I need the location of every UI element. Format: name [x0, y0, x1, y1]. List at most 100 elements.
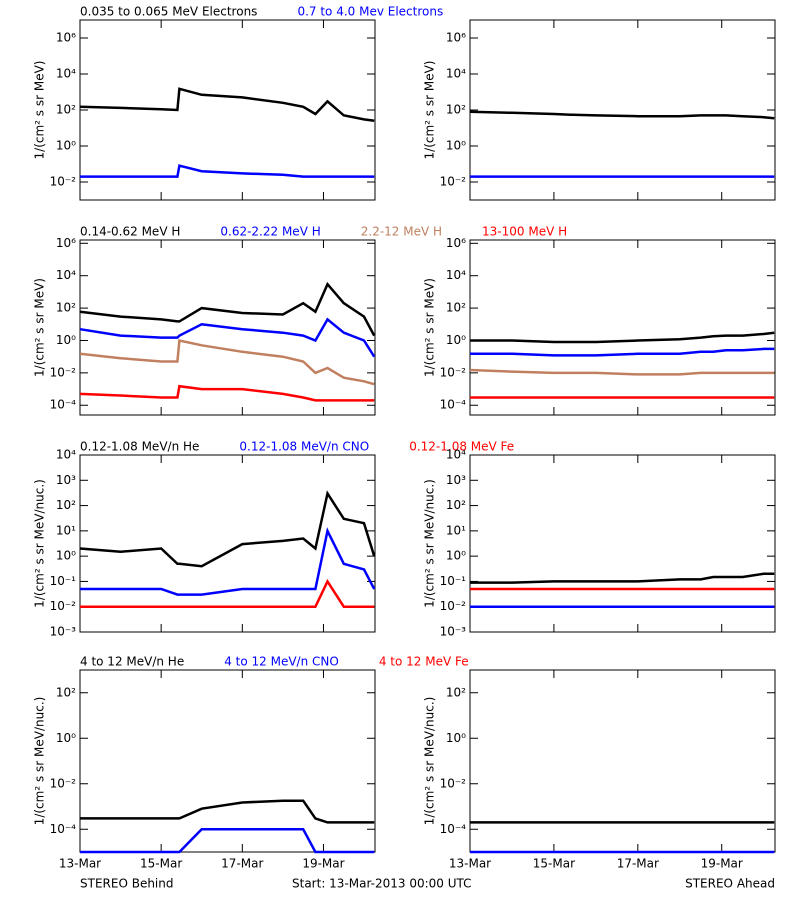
y-tick-label: 10⁰: [446, 731, 466, 745]
legend-label: 4 to 12 MeV Fe: [379, 655, 469, 669]
y-axis-label: 1/(cm² s sr MeV/nuc.): [423, 697, 437, 826]
y-axis-label: 1/(cm² s sr MeV): [423, 61, 437, 160]
series-line: [80, 828, 375, 854]
y-axis-label: 1/(cm² s sr MeV/nuc.): [33, 479, 47, 608]
legend-label: 4 to 12 MeV/n CNO: [224, 655, 339, 669]
series-line: [469, 110, 775, 120]
y-tick-label: 10³: [56, 473, 76, 487]
y-tick-label: 10⁴: [56, 268, 76, 282]
series-line: [470, 331, 775, 344]
y-tick-label: 10¹: [446, 523, 466, 537]
series-line: [79, 384, 375, 402]
y-tick-label: 10⁰: [56, 731, 76, 745]
y-tick-label: 10⁻¹: [440, 574, 467, 588]
y-tick-label: 10⁴: [446, 268, 466, 282]
x-tick-label: 19-Mar: [302, 857, 344, 871]
y-axis-label: 1/(cm² s sr MeV): [33, 61, 47, 160]
y-tick-label: 10⁴: [446, 67, 466, 81]
plot-frame: [469, 454, 776, 633]
y-tick-label: 10⁰: [446, 333, 466, 347]
legend-label: 0.035 to 0.065 MeV Electrons: [80, 5, 257, 19]
legend-label: 0.12-1.08 MeV Fe: [409, 440, 514, 454]
y-axis-label: 1/(cm² s sr MeV/nuc.): [423, 479, 437, 608]
y-tick-label: 10⁻³: [50, 625, 77, 639]
x-tick-label: 15-Mar: [140, 857, 182, 871]
y-tick-label: 10⁻¹: [50, 574, 77, 588]
y-tick-label: 10⁶: [56, 31, 76, 45]
plot-frame: [79, 239, 376, 416]
footer-right: STEREO Ahead: [685, 877, 775, 891]
y-tick-label: 10⁶: [446, 31, 466, 45]
y-tick-label: 10⁴: [56, 67, 76, 81]
y-tick-label: 10⁻²: [50, 776, 77, 790]
series-line: [79, 317, 376, 358]
y-tick-label: 10⁶: [446, 236, 466, 250]
legend-label: 0.62-2.22 MeV H: [220, 225, 320, 239]
y-tick-label: 10⁻⁴: [440, 398, 467, 412]
y-tick-label: 10⁻⁴: [440, 822, 467, 836]
legend-label: 0.7 to 4.0 Mev Electrons: [297, 5, 443, 19]
y-tick-label: 10⁻²: [440, 599, 467, 613]
x-tick-label: 19-Mar: [701, 857, 743, 871]
y-tick-label: 10²: [56, 103, 76, 117]
y-tick-label: 10⁻²: [50, 365, 77, 379]
y-tick-label: 10⁻²: [50, 175, 77, 189]
y-tick-label: 10³: [446, 473, 466, 487]
plot-frame: [469, 239, 776, 416]
y-tick-label: 10⁻²: [440, 175, 467, 189]
legend-label: 0.12-1.08 MeV/n CNO: [239, 440, 369, 454]
y-tick-label: 10⁻⁴: [50, 398, 77, 412]
legend-label: 13-100 MeV H: [482, 225, 567, 239]
y-tick-label: 10⁰: [56, 549, 76, 563]
y-axis-label: 1/(cm² s sr MeV/nuc.): [33, 697, 47, 826]
y-tick-label: 10⁴: [56, 448, 76, 462]
y-tick-label: 10²: [56, 685, 76, 699]
y-tick-label: 10²: [446, 685, 466, 699]
y-tick-label: 10¹: [56, 523, 76, 537]
y-tick-label: 10⁴: [446, 448, 466, 462]
plot-frame: [79, 669, 376, 853]
y-tick-label: 10⁰: [446, 139, 466, 153]
series-line: [80, 164, 375, 178]
y-tick-label: 10⁻⁴: [50, 822, 77, 836]
plot-frame: [469, 19, 776, 201]
legend-label: 0.12-1.08 MeV/n He: [80, 440, 199, 454]
y-tick-label: 10⁰: [446, 549, 466, 563]
y-tick-label: 10²: [446, 103, 466, 117]
series-line: [79, 338, 375, 386]
legend-label: 2.2-12 MeV H: [361, 225, 442, 239]
legend-label: 4 to 12 MeV/n He: [80, 655, 184, 669]
series-line: [470, 572, 775, 584]
x-tick-label: 17-Mar: [617, 857, 659, 871]
y-axis-label: 1/(cm² s sr MeV): [423, 278, 437, 377]
y-tick-label: 10⁶: [56, 236, 76, 250]
footer-center: Start: 13-Mar-2013 00:00 UTC: [292, 877, 472, 891]
y-tick-label: 10⁻²: [440, 365, 467, 379]
y-tick-label: 10⁻³: [440, 625, 467, 639]
y-axis-label: 1/(cm² s sr MeV): [33, 278, 47, 377]
legend-label: 0.14-0.62 MeV H: [80, 225, 180, 239]
y-tick-label: 10⁰: [56, 139, 76, 153]
y-tick-label: 10²: [56, 498, 76, 512]
plot-frame: [469, 669, 776, 853]
y-tick-label: 10⁻²: [50, 599, 77, 613]
y-tick-label: 10⁰: [56, 333, 76, 347]
footer-left: STEREO Behind: [80, 877, 174, 891]
y-tick-label: 10⁻²: [440, 776, 467, 790]
plot-frame: [79, 454, 376, 633]
series-line: [469, 368, 775, 376]
series-line: [79, 490, 376, 568]
y-tick-label: 10²: [56, 301, 76, 315]
series-line: [79, 87, 375, 123]
x-tick-label: 17-Mar: [221, 857, 263, 871]
series-line: [79, 281, 376, 337]
series-line: [470, 347, 775, 357]
x-tick-label: 15-Mar: [533, 857, 575, 871]
y-tick-label: 10²: [446, 301, 466, 315]
series-line: [80, 527, 376, 596]
series-line: [80, 578, 375, 608]
x-tick-label: 13-Mar: [449, 857, 491, 871]
series-line: [80, 799, 375, 824]
x-tick-label: 13-Mar: [59, 857, 101, 871]
